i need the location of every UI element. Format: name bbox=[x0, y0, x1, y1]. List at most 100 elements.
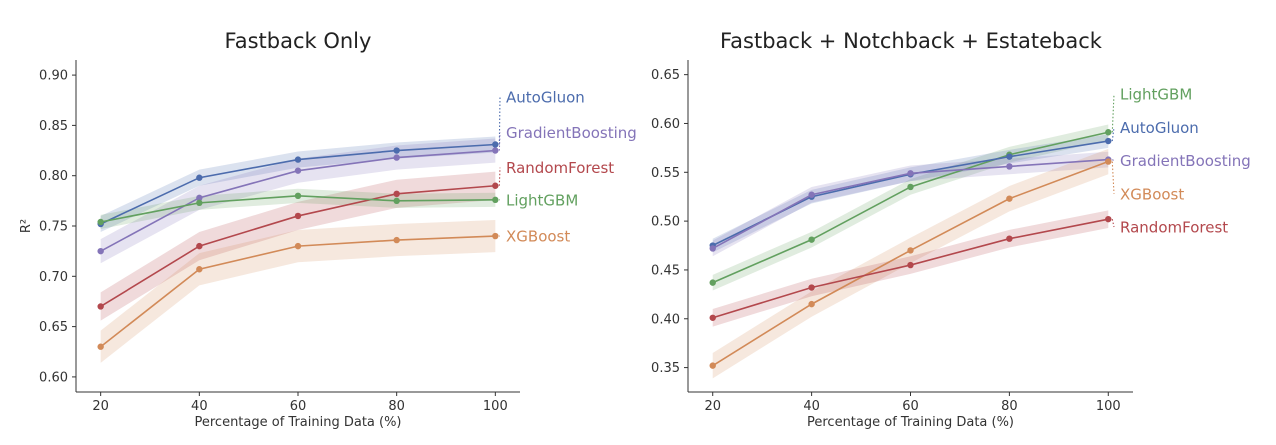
point-lightgbm bbox=[492, 196, 499, 204]
point-randomforest bbox=[196, 242, 203, 250]
leader-lightgbm bbox=[1111, 94, 1115, 133]
point-randomforest bbox=[1006, 235, 1013, 242]
point-xgboost bbox=[196, 266, 203, 273]
point-gradientboosting bbox=[1006, 163, 1013, 170]
x-tick-label: 60 bbox=[290, 399, 307, 414]
chart-title: Fastback Only bbox=[225, 29, 372, 53]
y-tick-label: 0.70 bbox=[39, 270, 68, 285]
point-gradientboosting bbox=[294, 167, 302, 174]
y-axis-label: R² bbox=[19, 219, 34, 233]
point-xgboost bbox=[393, 236, 400, 244]
point-gradientboosting bbox=[709, 245, 716, 252]
chart-fastback-notchback-estateback: Fastback + Notchback + Estateback 0.35 0.4… bbox=[651, 29, 1251, 430]
band-xgboost bbox=[712, 148, 1109, 379]
x-axis-label: Percentage of Training Data (%) bbox=[194, 415, 401, 430]
y-tick-label: 0.90 bbox=[39, 69, 68, 84]
point-lightgbm bbox=[196, 199, 203, 207]
series-label-xgboost: XGBoost bbox=[506, 228, 570, 246]
y-tick-label: 0.80 bbox=[39, 169, 68, 184]
leader-randomforest bbox=[498, 167, 501, 186]
point-randomforest bbox=[1105, 215, 1112, 223]
point-autogluon bbox=[393, 147, 400, 154]
chart-title: Fastback + Notchback + Estateback bbox=[720, 29, 1103, 53]
x-tick-label: 100 bbox=[483, 399, 508, 414]
leader-xgboost bbox=[1111, 161, 1115, 194]
x-tick-label: 60 bbox=[902, 399, 919, 414]
y-tick-label: 0.65 bbox=[651, 68, 680, 83]
leader-autogluon bbox=[498, 97, 501, 145]
y-tick-label: 0.55 bbox=[651, 166, 680, 181]
leader-gradientboosting bbox=[498, 132, 501, 151]
point-randomforest bbox=[709, 314, 716, 321]
point-gradientboosting bbox=[492, 147, 499, 154]
y-tick-label: 0.40 bbox=[651, 312, 680, 327]
point-randomforest bbox=[907, 261, 914, 269]
band-randomforest bbox=[100, 171, 496, 321]
point-lightgbm bbox=[1105, 129, 1112, 136]
leader-gradientboosting bbox=[1112, 159, 1115, 162]
band-autogluon bbox=[100, 136, 496, 233]
x-tick-label: 80 bbox=[1001, 399, 1018, 414]
x-tick-label: 80 bbox=[388, 399, 405, 414]
point-xgboost bbox=[1105, 158, 1112, 165]
point-xgboost bbox=[492, 232, 499, 240]
series-label-gradientboosting: GradientBoosting bbox=[506, 124, 637, 142]
point-randomforest bbox=[97, 303, 104, 310]
point-randomforest bbox=[492, 182, 499, 189]
y-tick-label: 0.60 bbox=[651, 117, 680, 132]
series-label-gradientboosting: GradientBoosting bbox=[1120, 152, 1251, 170]
band-autogluon bbox=[712, 134, 1109, 253]
point-gradientboosting bbox=[808, 191, 815, 198]
point-xgboost bbox=[1006, 195, 1013, 202]
point-autogluon bbox=[294, 156, 302, 163]
point-lightgbm bbox=[808, 236, 815, 243]
point-randomforest bbox=[294, 212, 302, 220]
point-autogluon bbox=[1006, 153, 1013, 160]
band-randomforest bbox=[712, 210, 1109, 327]
point-xgboost bbox=[808, 300, 815, 308]
point-lightgbm bbox=[709, 279, 716, 286]
point-gradientboosting bbox=[196, 194, 203, 202]
x-tick-label: 20 bbox=[92, 399, 109, 414]
y-tick-label: 0.85 bbox=[39, 119, 68, 134]
series-label-randomforest: RandomForest bbox=[506, 159, 614, 177]
x-axis-label: Percentage of Training Data (%) bbox=[807, 415, 1014, 430]
point-xgboost bbox=[709, 362, 716, 369]
y-tick-label: 0.50 bbox=[651, 215, 680, 230]
point-gradientboosting bbox=[393, 154, 400, 161]
series-label-autogluon: AutoGluon bbox=[506, 89, 585, 107]
point-autogluon bbox=[1105, 137, 1112, 145]
y-tick-label: 0.75 bbox=[39, 220, 68, 235]
y-tick-label: 0.45 bbox=[651, 263, 680, 278]
point-lightgbm bbox=[97, 218, 104, 226]
point-lightgbm bbox=[393, 197, 400, 205]
point-autogluon bbox=[196, 174, 203, 181]
point-randomforest bbox=[808, 284, 815, 291]
x-tick-label: 20 bbox=[704, 399, 721, 414]
x-tick-label: 40 bbox=[803, 399, 820, 414]
point-xgboost bbox=[907, 247, 914, 254]
point-xgboost bbox=[294, 242, 302, 250]
point-xgboost bbox=[97, 343, 104, 350]
x-tick-label: 40 bbox=[191, 399, 208, 414]
band-gradientboosting bbox=[100, 138, 496, 264]
chart-fastback-only: Fastback Only 0.60 0.65 0.70 0.75 0.80 0.85 0.9… bbox=[19, 29, 637, 430]
series-label-lightgbm: LightGBM bbox=[1120, 86, 1192, 104]
point-gradientboosting bbox=[907, 170, 914, 177]
series-label-xgboost: XGBoost bbox=[1120, 185, 1184, 203]
series-label-randomforest: RandomForest bbox=[1120, 218, 1228, 236]
leader-randomforest bbox=[1111, 219, 1115, 228]
series-label-autogluon: AutoGluon bbox=[1120, 119, 1199, 137]
point-autogluon bbox=[492, 141, 499, 148]
y-tick-label: 0.65 bbox=[39, 320, 68, 335]
y-tick-label: 0.60 bbox=[39, 370, 68, 385]
leader-autogluon bbox=[1111, 127, 1115, 142]
y-tick-label: 0.35 bbox=[651, 361, 680, 376]
point-lightgbm bbox=[907, 183, 914, 191]
series-label-lightgbm: LightGBM bbox=[506, 191, 578, 209]
point-randomforest bbox=[393, 190, 400, 198]
x-tick-label: 100 bbox=[1096, 399, 1121, 414]
band-xgboost bbox=[100, 219, 496, 363]
point-gradientboosting bbox=[97, 247, 104, 255]
